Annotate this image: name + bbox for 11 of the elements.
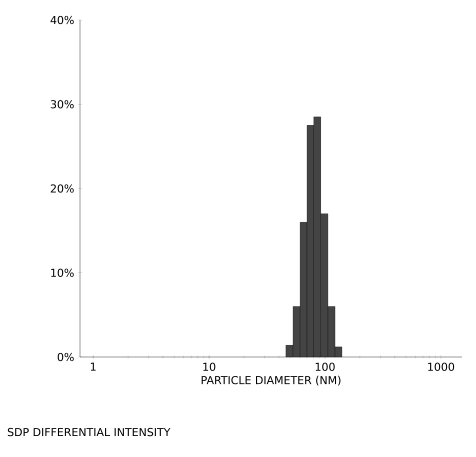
y-tick-label: 0% xyxy=(58,352,74,362)
y-tick-label: 20% xyxy=(50,184,74,193)
x-tick-label: 10 xyxy=(203,362,216,371)
x-axis-title: PARTICLE DIAMETER (NM) xyxy=(202,376,340,386)
x-tick-label: 1000 xyxy=(428,362,454,371)
text: SDP DIFFERENTIAL INTENSITY xyxy=(8,428,170,436)
y-tick-label: 30% xyxy=(50,100,74,108)
y-tick-label: 10% xyxy=(51,268,74,277)
x-tick-label: 1 xyxy=(90,362,96,371)
x-tick-label: 100 xyxy=(316,362,335,371)
y-tick-label: 40% xyxy=(50,16,74,24)
